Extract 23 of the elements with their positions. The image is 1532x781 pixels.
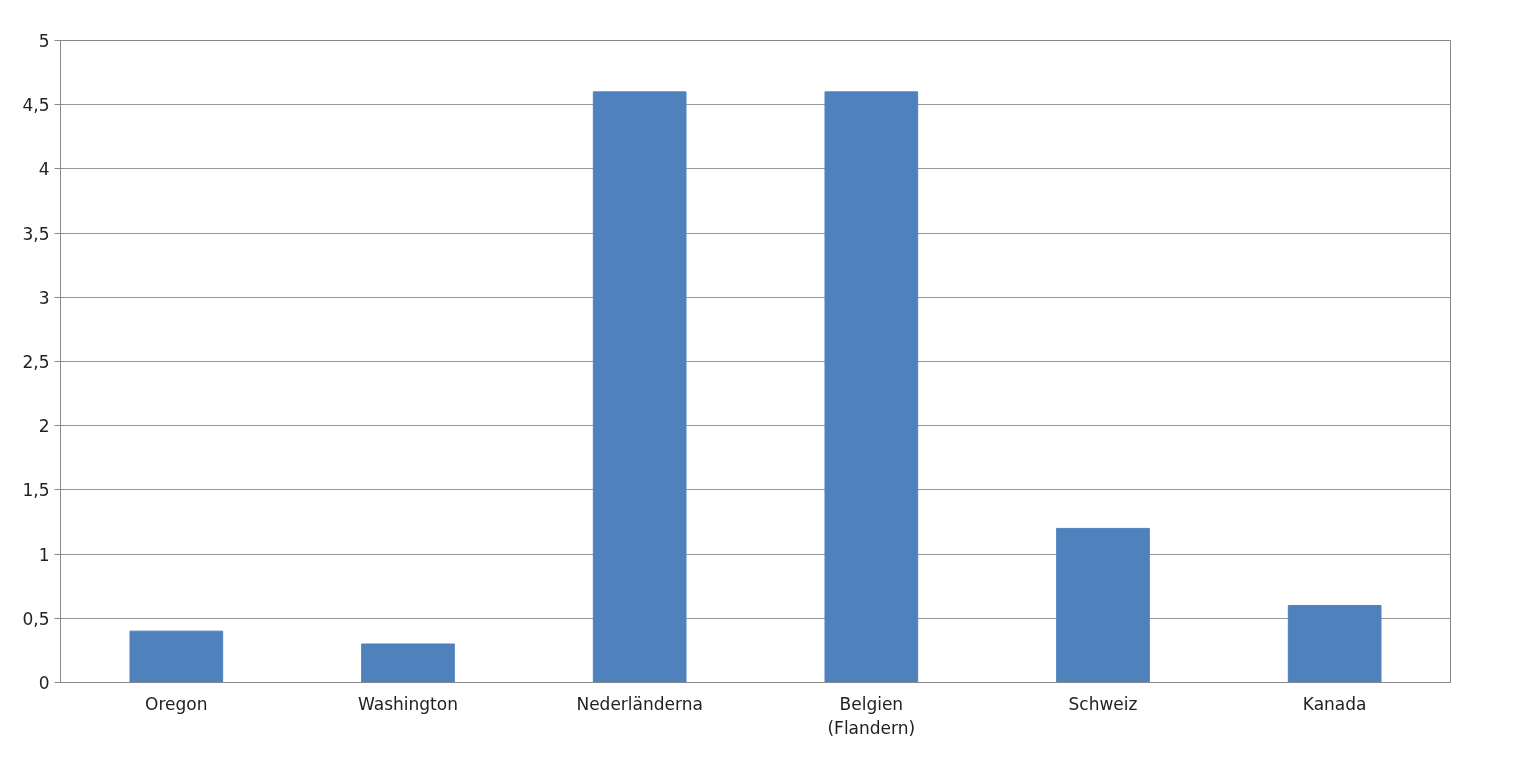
bar [824, 91, 919, 683]
x-tick-label: Washington [358, 693, 458, 714]
y-tick-label: 0 [38, 673, 50, 693]
y-tick-label: 3 [38, 287, 50, 308]
x-tick-label: Nederländerna [576, 693, 703, 714]
bar [592, 91, 687, 683]
y-tick-label: 2 [38, 416, 50, 437]
y-tick-label: 1 [38, 544, 50, 565]
y-tick-label: 5 [38, 31, 50, 51]
y-tick-label: 3,5 [22, 223, 50, 244]
y-tick-label: 2,5 [22, 352, 50, 372]
x-tick-label: Oregon [145, 693, 208, 714]
y-tick-label: 1,5 [22, 480, 50, 501]
bar [361, 643, 455, 683]
y-tick-label: 4,5 [22, 95, 50, 116]
bar [1287, 604, 1382, 683]
bar [129, 630, 224, 683]
y-tick-label: 4 [38, 159, 50, 180]
bar [1056, 527, 1150, 683]
x-tick-label: Schweiz [1068, 693, 1138, 714]
x-tick-label: Belgien (Flandern) [827, 693, 916, 738]
x-tick-label: Kanada [1302, 693, 1367, 714]
y-tick-label: 0,5 [22, 608, 50, 629]
